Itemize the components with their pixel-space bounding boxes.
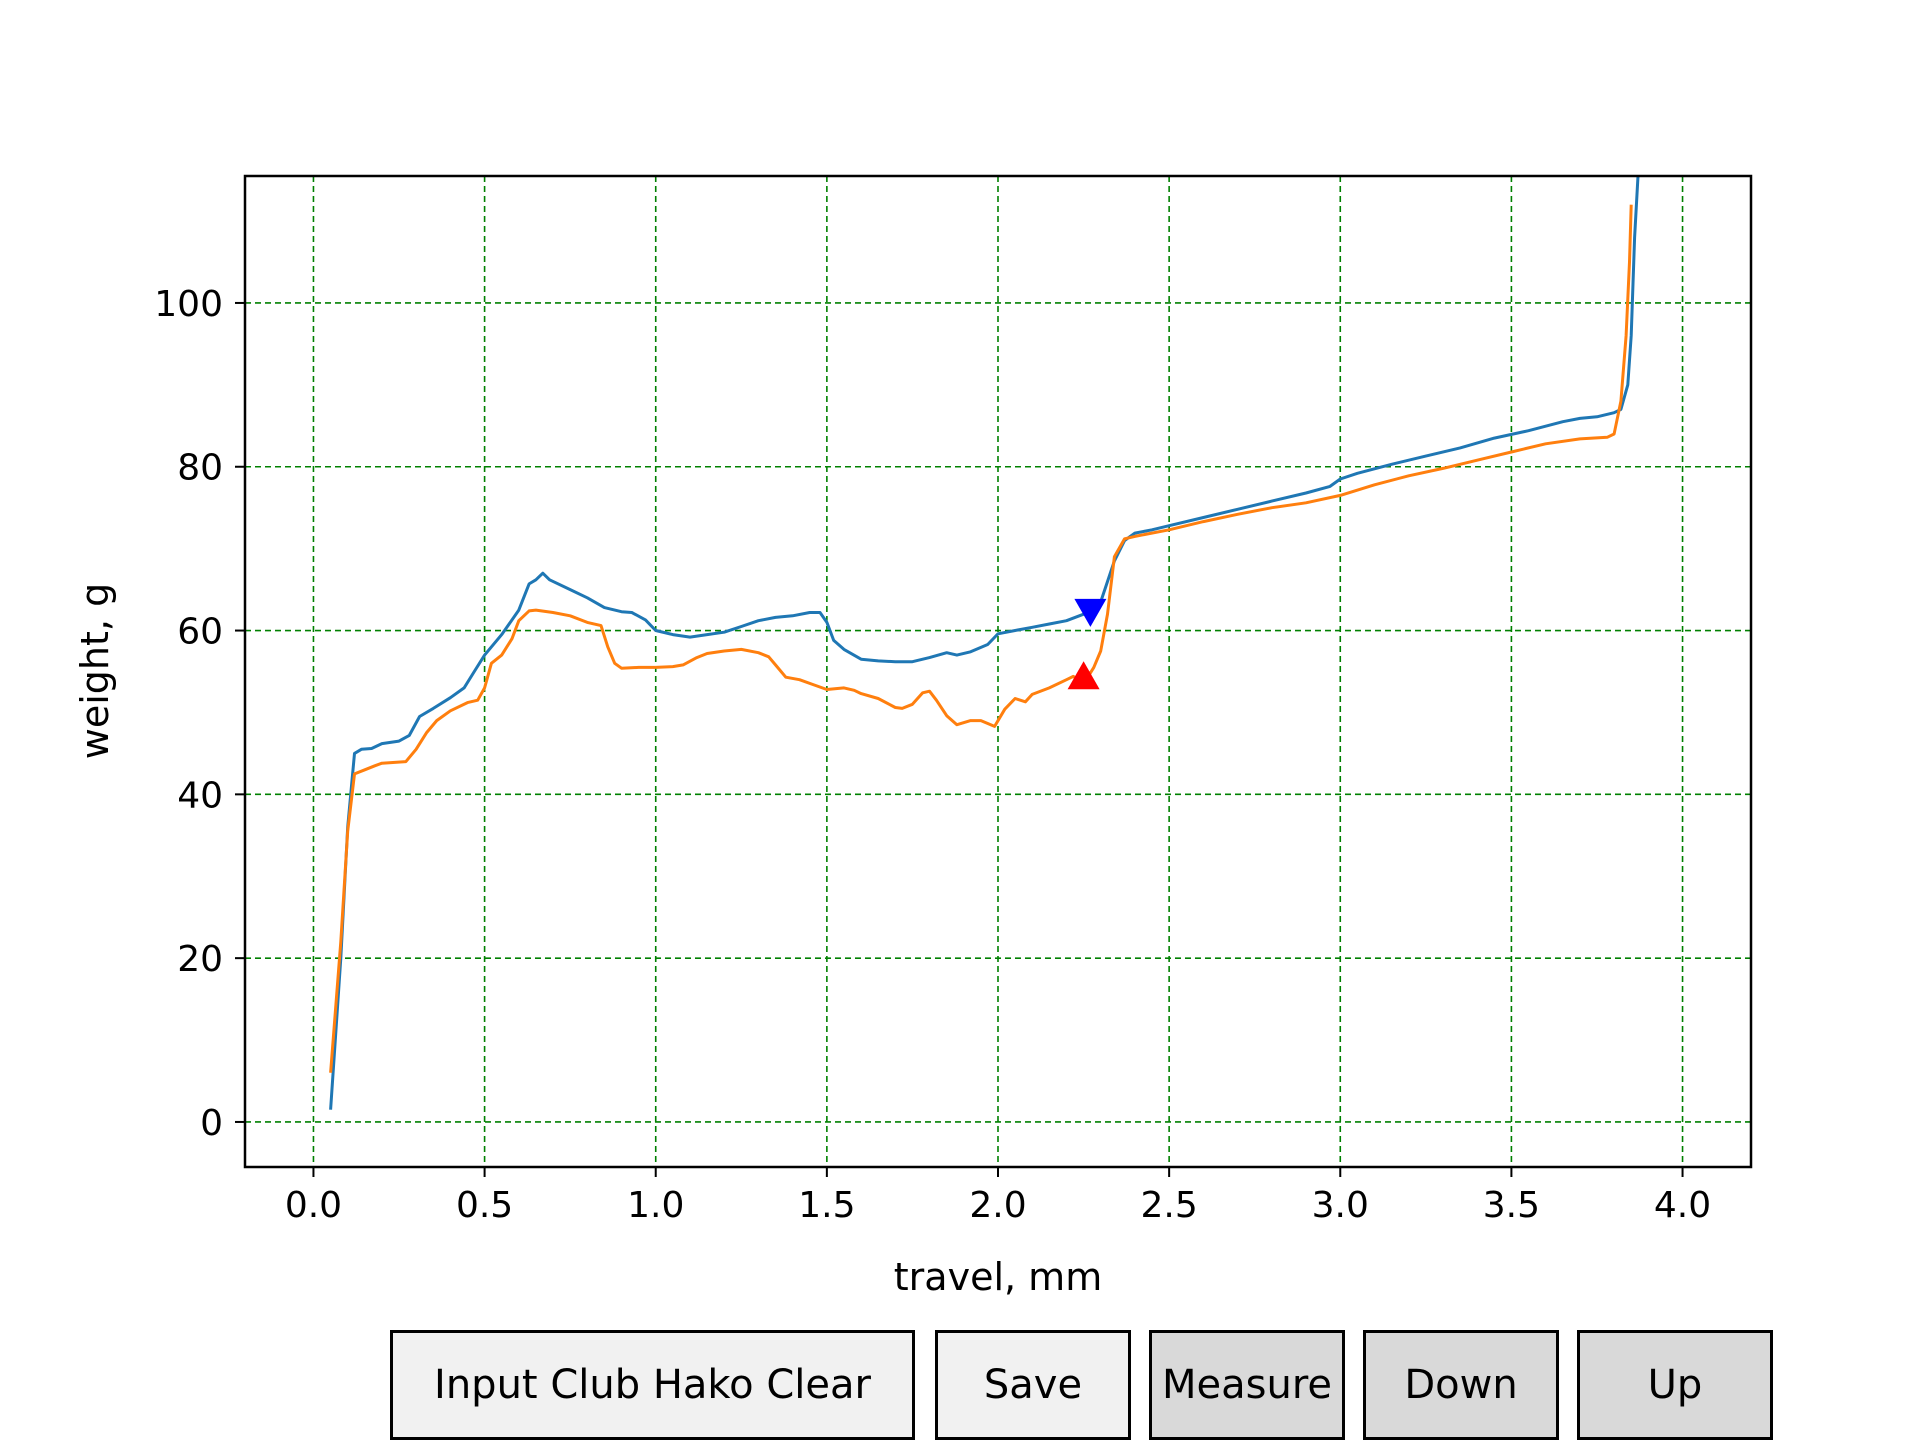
y-tick-label: 100 (154, 284, 223, 325)
x-tick-label: 0.0 (285, 1185, 342, 1226)
x-tick-label: 2.0 (969, 1185, 1026, 1226)
x-tick-label: 2.5 (1141, 1185, 1198, 1226)
y-axis-ticks: 0 20 40 60 80 100 (154, 284, 245, 1144)
x-tick-label: 3.0 (1312, 1185, 1369, 1226)
y-tick-label: 40 (177, 775, 223, 816)
up-button[interactable]: Up (1577, 1330, 1773, 1440)
input-club-hako-clear-button[interactable]: Input Club Hako Clear (390, 1330, 915, 1440)
down-button[interactable]: Down (1363, 1330, 1559, 1440)
triangle-up-marker (1067, 661, 1100, 690)
x-axis-ticks: 0.0 0.5 1.0 1.5 2.0 2.5 3.0 3.5 4.0 (285, 1167, 1711, 1226)
y-tick-label: 60 (177, 612, 223, 653)
y-tick-label: 0 (200, 1103, 223, 1144)
x-tick-label: 4.0 (1654, 1185, 1711, 1226)
triangle-down-marker (1074, 598, 1107, 627)
x-tick-label: 1.5 (798, 1185, 855, 1226)
y-axis-label: weight, g (73, 583, 117, 759)
x-tick-label: 3.5 (1483, 1185, 1540, 1226)
series-line-2 (329, 204, 1633, 1073)
x-axis-label: travel, mm (894, 1255, 1102, 1299)
measure-button[interactable]: Measure (1149, 1330, 1345, 1440)
chart: 0.0 0.5 1.0 1.5 2.0 2.5 3.0 3.5 4.0 0 20 40 60 80 100… (73, 174, 1753, 1299)
save-button[interactable]: Save (935, 1330, 1131, 1440)
y-tick-label: 20 (177, 939, 223, 980)
grid-lines (245, 176, 1751, 1167)
x-tick-label: 0.5 (456, 1185, 513, 1226)
marker-layer (1067, 598, 1107, 690)
x-tick-label: 1.0 (627, 1185, 684, 1226)
series-layer (329, 176, 1640, 1110)
y-tick-label: 80 (177, 448, 223, 489)
series-line-1 (329, 176, 1640, 1110)
